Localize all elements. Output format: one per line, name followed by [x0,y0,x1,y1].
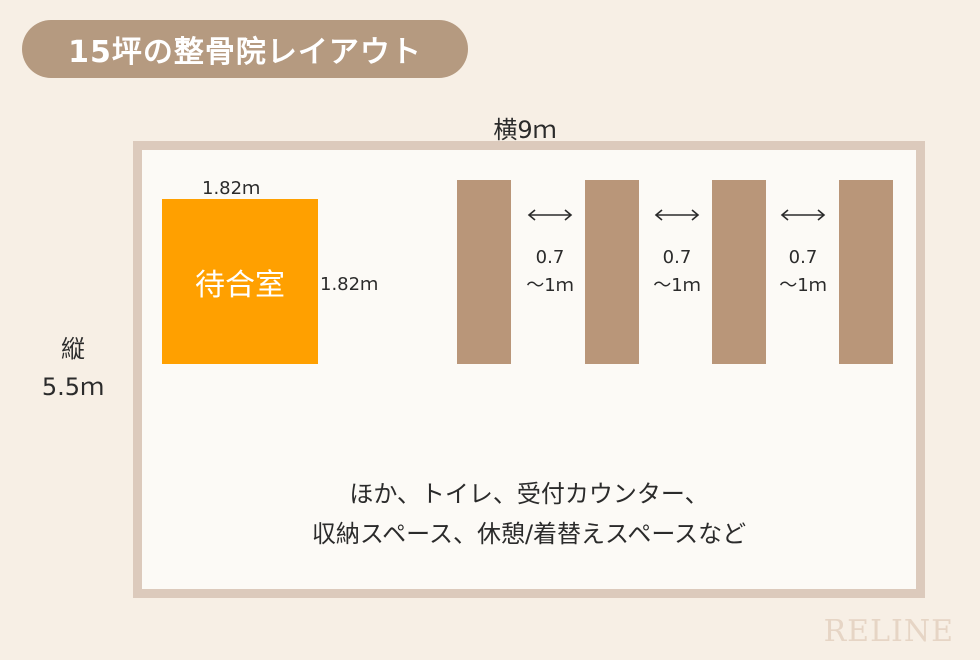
treatment-bed [712,180,766,364]
bed-gap-value: 0.7 [535,247,565,268]
bed-gap-range: ～1ｍ [526,275,574,296]
note-line-1: ほか、トイレ、受付カウンター、 [349,480,709,508]
bed-gap-label: 0.7 ～1ｍ [763,244,843,300]
width-dimension-label: 横9ｍ [493,116,557,144]
additional-spaces-note: ほか、トイレ、受付カウンター、 収納スペース、休憩/着替えスペースなど [140,474,918,554]
treatment-bed [457,180,511,364]
waiting-room-width-label: 1.82ｍ [202,178,261,199]
height-dimension-label: 縦 5.5ｍ [28,330,118,406]
height-label-line2: 5.5ｍ [41,373,105,401]
double-arrow-icon [527,209,573,221]
note-line-2: 収納スペース、休憩/着替えスペースなど [311,520,747,548]
bed-gap-value: 0.7 [662,247,692,268]
bed-gap-range: ～1ｍ [653,275,701,296]
page-title: 15坪の整骨院レイアウト [68,35,422,70]
waiting-room: 待合室 [162,199,318,364]
double-arrow-icon [654,209,700,221]
bed-gap-label: 0.7 ～1ｍ [510,244,590,300]
double-arrow-icon [780,209,826,221]
bed-gap-value: 0.7 [788,247,818,268]
bed-gap-range: ～1ｍ [779,275,827,296]
waiting-room-label: 待合室 [195,267,285,303]
treatment-bed [585,180,639,364]
waiting-room-height-label: 1.82ｍ [320,274,379,295]
bed-gap-label: 0.7 ～1ｍ [637,244,717,300]
treatment-bed [839,180,893,364]
title-badge: 15坪の整骨院レイアウト [22,20,468,78]
brand-logo: RELINE [823,614,954,649]
height-label-line1: 縦 [61,335,85,363]
